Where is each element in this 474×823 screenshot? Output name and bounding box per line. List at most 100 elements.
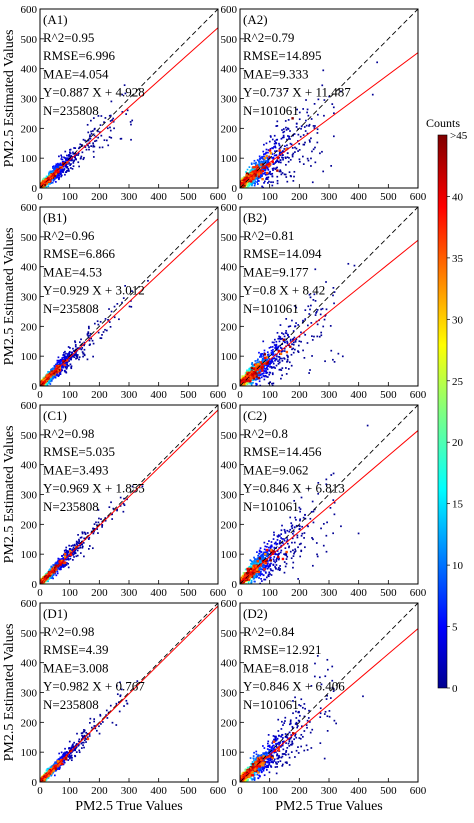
density-point xyxy=(320,308,322,311)
density-point xyxy=(284,147,288,151)
density-point xyxy=(86,358,89,361)
density-point xyxy=(129,121,132,123)
density-point xyxy=(279,154,282,157)
density-point xyxy=(286,180,289,183)
density-point xyxy=(45,384,47,386)
density-point xyxy=(265,154,268,158)
density-point xyxy=(51,181,54,184)
density-point xyxy=(293,175,295,178)
density-point xyxy=(68,357,71,360)
stat-label: MAE=9.177 xyxy=(243,264,309,279)
density-point xyxy=(299,135,302,138)
density-point xyxy=(302,349,304,352)
density-point xyxy=(244,382,247,385)
density-point xyxy=(74,147,77,149)
density-point xyxy=(281,367,284,369)
density-point xyxy=(257,170,260,174)
density-point xyxy=(273,357,276,360)
density-point xyxy=(255,177,257,180)
density-point xyxy=(263,364,266,367)
density-point xyxy=(130,300,132,302)
density-point xyxy=(262,354,265,356)
density-point xyxy=(60,154,62,157)
density-point xyxy=(65,361,68,364)
density-point xyxy=(100,115,103,117)
panels: 00100100200200300300400400500500600600(A… xyxy=(21,4,427,797)
density-point xyxy=(131,290,133,293)
density-point xyxy=(294,325,297,327)
density-point xyxy=(254,164,257,167)
density-point xyxy=(272,353,274,355)
density-point xyxy=(87,139,90,142)
density-point xyxy=(53,178,56,181)
density-point xyxy=(298,160,301,163)
density-point xyxy=(282,128,285,130)
density-point xyxy=(283,173,286,176)
density-point xyxy=(268,357,270,360)
density-point xyxy=(268,155,270,158)
density-point xyxy=(314,268,317,271)
density-point xyxy=(82,138,85,141)
density-point xyxy=(59,360,61,363)
density-point xyxy=(55,174,57,177)
density-point xyxy=(74,340,76,343)
density-point xyxy=(285,176,288,178)
density-point xyxy=(280,377,282,380)
density-point xyxy=(263,370,266,372)
density-point xyxy=(263,172,266,175)
density-point xyxy=(53,165,55,168)
density-point xyxy=(264,358,267,361)
density-point xyxy=(259,368,262,371)
stat-label: RMSE=14.094 xyxy=(243,246,322,261)
density-point xyxy=(90,132,93,135)
density-point xyxy=(60,171,62,173)
density-point xyxy=(281,154,284,156)
density-point xyxy=(91,130,94,132)
density-point xyxy=(50,377,52,380)
density-point xyxy=(259,169,262,173)
density-point xyxy=(70,154,72,157)
density-point xyxy=(255,375,258,378)
density-point xyxy=(79,341,81,344)
density-point xyxy=(307,305,310,308)
x-tick-label: 200 xyxy=(91,389,108,401)
density-point xyxy=(105,329,108,332)
density-point xyxy=(277,337,280,340)
density-point xyxy=(324,360,326,363)
density-point xyxy=(95,139,98,142)
density-point xyxy=(262,374,265,377)
density-point xyxy=(258,374,261,377)
density-point xyxy=(304,141,306,144)
density-point xyxy=(47,178,51,181)
density-point xyxy=(271,172,274,175)
panel-label: (B2) xyxy=(243,210,267,225)
density-point xyxy=(297,324,300,326)
density-point xyxy=(60,169,63,172)
density-point xyxy=(310,322,313,324)
density-point xyxy=(62,359,65,363)
density-point xyxy=(109,126,111,129)
density-point xyxy=(75,154,78,156)
density-point xyxy=(257,363,260,366)
density-point xyxy=(83,341,86,344)
stat-label: MAE=9.333 xyxy=(243,66,308,81)
density-point xyxy=(259,384,262,386)
density-point xyxy=(263,349,266,352)
density-point xyxy=(251,168,254,171)
density-point xyxy=(71,167,74,170)
density-point xyxy=(243,384,246,386)
density-point xyxy=(305,124,308,127)
density-point xyxy=(249,183,252,186)
x-tick-label: 0 xyxy=(237,191,243,203)
density-point xyxy=(285,332,288,335)
density-point xyxy=(52,368,54,371)
density-point xyxy=(262,355,265,357)
density-point xyxy=(295,126,298,128)
density-point xyxy=(276,182,279,185)
density-point xyxy=(255,161,257,164)
density-point xyxy=(276,355,278,358)
density-point xyxy=(55,164,57,167)
density-point xyxy=(128,305,131,308)
stat-label: N=235808 xyxy=(43,103,99,118)
density-point xyxy=(88,146,90,148)
